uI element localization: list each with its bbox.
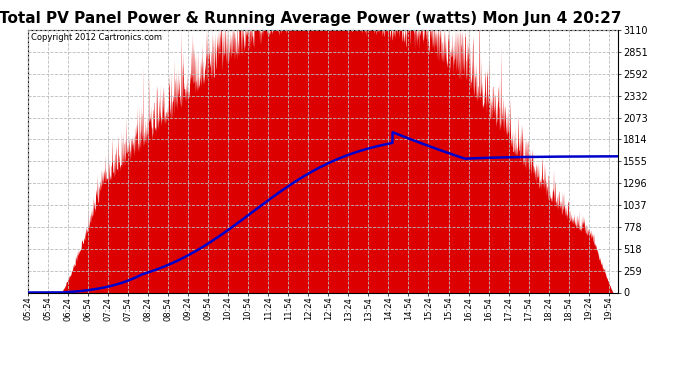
Text: Copyright 2012 Cartronics.com: Copyright 2012 Cartronics.com (30, 33, 161, 42)
Text: Total PV Panel Power & Running Average Power (watts) Mon Jun 4 20:27: Total PV Panel Power & Running Average P… (0, 11, 622, 26)
